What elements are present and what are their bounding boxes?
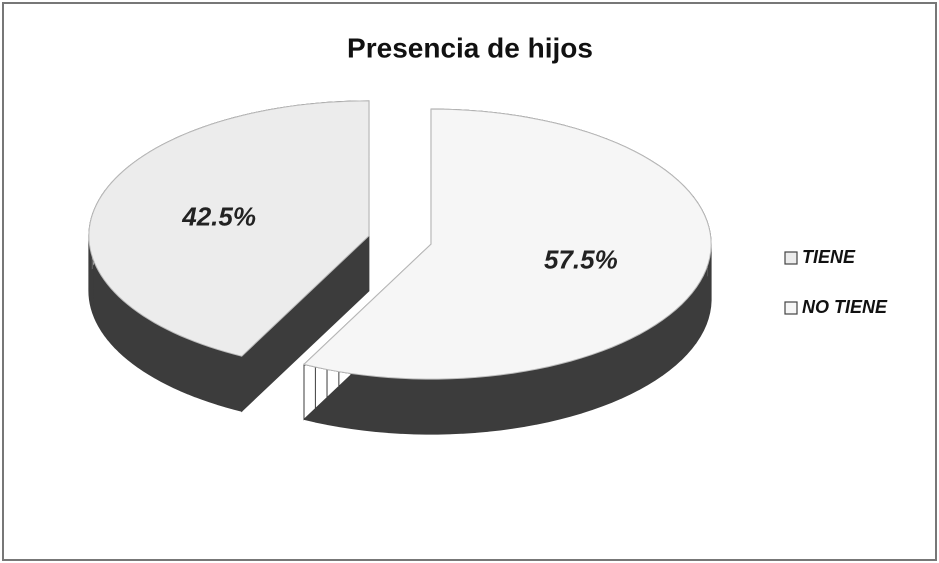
legend-swatch [784, 251, 798, 265]
data-label: 42.5% [181, 201, 256, 231]
legend-label: TIENE [802, 247, 856, 267]
pie-slice [88, 100, 370, 357]
legend-label: NO TIENE [802, 297, 888, 317]
legend-swatch [784, 301, 798, 315]
data-label: 57.5% [544, 244, 618, 274]
pie-slice [302, 108, 712, 380]
chart-title: Presencia de hijos [347, 32, 593, 63]
